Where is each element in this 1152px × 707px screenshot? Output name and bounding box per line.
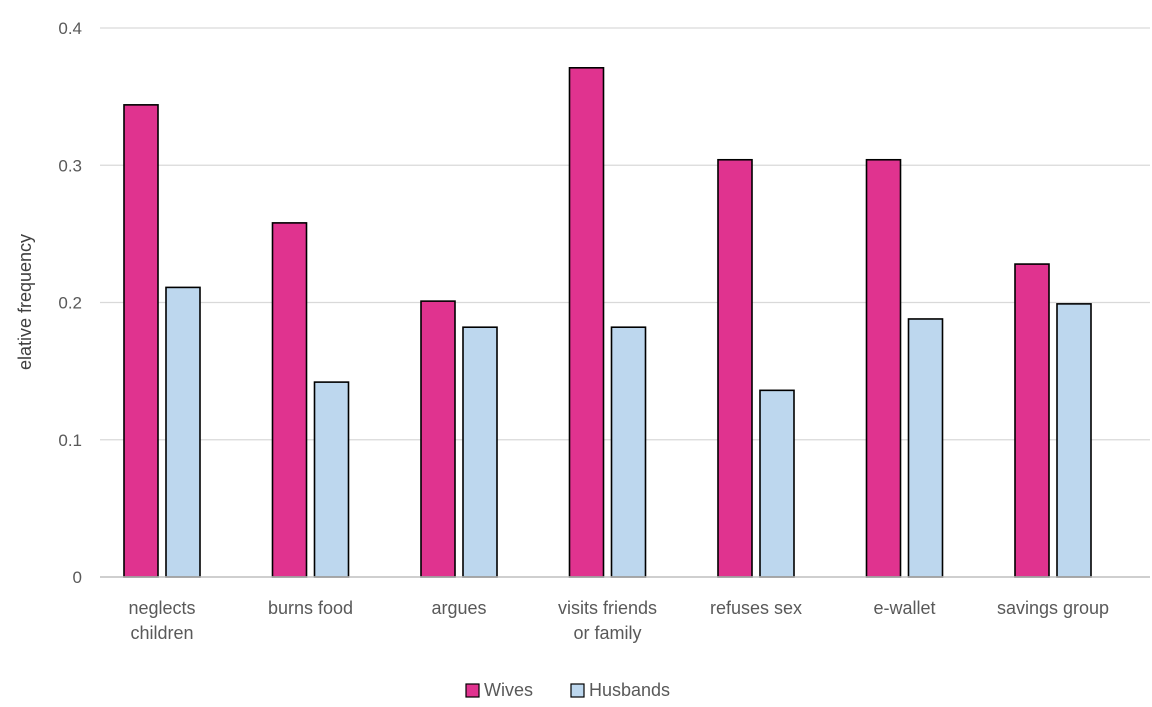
bar-husbands: [610, 326, 647, 578]
bar-husbands: [313, 381, 350, 578]
y-tick-label: 0.3: [58, 156, 82, 175]
bars: [123, 67, 1092, 578]
x-category-label: burns food: [268, 598, 353, 618]
legend: Wives Husbands: [465, 680, 670, 700]
bar-wives: [123, 104, 159, 578]
bar-husbands: [1056, 303, 1092, 578]
bar-wives: [1014, 263, 1050, 578]
bar-wives: [420, 300, 456, 578]
bar-wives: [271, 222, 308, 578]
x-category-label: refuses sex: [710, 598, 802, 618]
y-axis-ticks: 0 0.1 0.2 0.3 0.4: [58, 19, 82, 587]
bar-husbands: [907, 318, 944, 578]
y-tick-label: 0.1: [58, 431, 82, 450]
bar-husbands: [165, 286, 201, 578]
legend-swatch-wives: [465, 683, 480, 698]
bar-wives: [865, 158, 902, 578]
bar-husbands: [462, 326, 498, 578]
x-category-label: argues: [431, 598, 486, 618]
legend-swatch-husbands: [570, 683, 585, 698]
bar-wives: [717, 158, 753, 578]
x-axis-categories: neglects children burns food argues visits f…: [128, 598, 1109, 643]
legend-label-husbands: Husbands: [589, 680, 670, 700]
bar-wives: [568, 67, 605, 578]
y-tick-label: 0.2: [58, 294, 82, 313]
bar-husbands: [759, 389, 795, 578]
x-category-label: savings group: [997, 598, 1109, 618]
y-tick-label: 0.4: [58, 19, 82, 38]
legend-label-wives: Wives: [484, 680, 533, 700]
x-category-label: e-wallet: [873, 598, 935, 618]
y-tick-label: 0: [73, 568, 82, 587]
y-axis-title: elative frequency: [15, 234, 35, 370]
x-category-label: visits friends or family: [558, 598, 657, 643]
x-category-label: neglects children: [128, 598, 195, 643]
